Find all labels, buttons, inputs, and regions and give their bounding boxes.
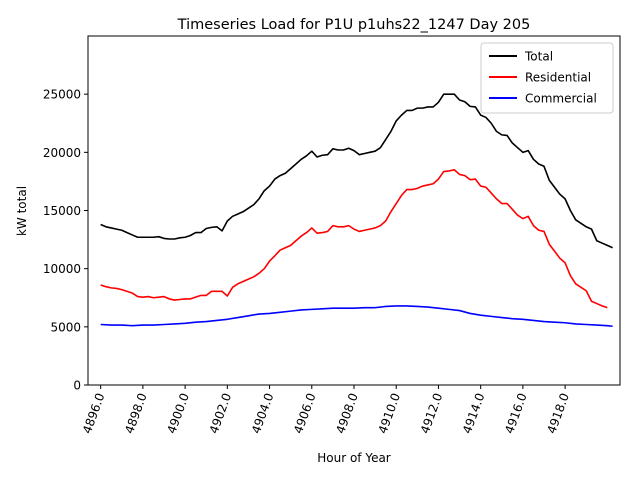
series-line-commercial [100, 305, 613, 328]
series-line-total [100, 93, 613, 249]
y-tick-label: 5000 [50, 320, 81, 334]
legend-label-residential: Residential [525, 71, 591, 85]
legend-label-commercial: Commercial [525, 92, 597, 106]
chart-title: Timeseries Load for P1U p1uhs22_1247 Day… [177, 17, 531, 33]
y-tick-label: 20000 [43, 146, 81, 160]
series-layer [100, 93, 613, 328]
legend-label-total: Total [524, 50, 553, 64]
y-tick-label: 25000 [43, 88, 81, 102]
legend-box [480, 42, 614, 114]
series-line-residential [100, 168, 608, 309]
y-tick-label: 15000 [43, 204, 81, 218]
y-axis-ticks: 0 5000 10000 15000 20000 25000 [43, 88, 88, 393]
y-axis-label: kW total [15, 186, 29, 236]
x-axis-label: Hour of Year [317, 451, 391, 465]
legend: Total Residential Commercial [480, 42, 614, 114]
y-tick-label: 0 [73, 379, 81, 393]
y-tick-label: 10000 [43, 262, 81, 276]
plot-frame [87, 35, 621, 386]
